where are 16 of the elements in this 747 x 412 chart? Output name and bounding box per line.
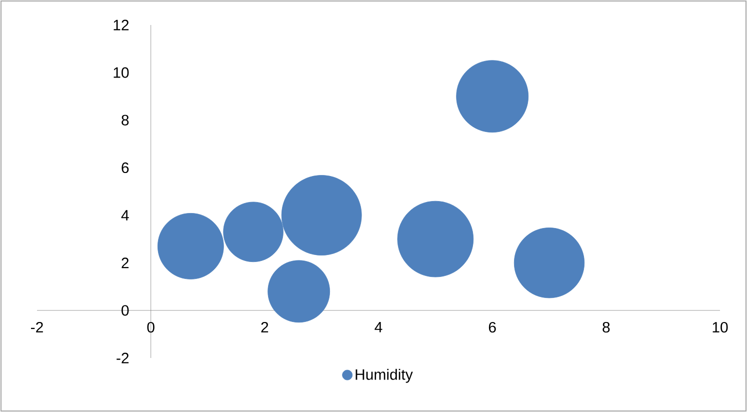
x-tick-label: 4 (374, 322, 382, 332)
y-tick-label: 10 (114, 67, 129, 78)
legend-label: Humidity (356, 368, 413, 383)
x-tick-label: 8 (602, 322, 610, 333)
x-tick-label: 10 (712, 322, 728, 333)
x-tick-label: 0 (147, 322, 154, 333)
y-tick-label: 12 (114, 20, 129, 30)
x-tick-label: 2 (261, 322, 268, 332)
y-tick-label: 2 (122, 258, 129, 268)
y-tick-label: 0 (122, 305, 129, 316)
y-tick-label: -2 (116, 352, 129, 364)
y-tick-label: 6 (122, 162, 129, 174)
x-tick-label: -2 (31, 322, 43, 332)
y-tick-label: 8 (122, 114, 129, 126)
x-tick-label: 6 (488, 322, 496, 333)
y-tick-label: 4 (121, 210, 129, 220)
